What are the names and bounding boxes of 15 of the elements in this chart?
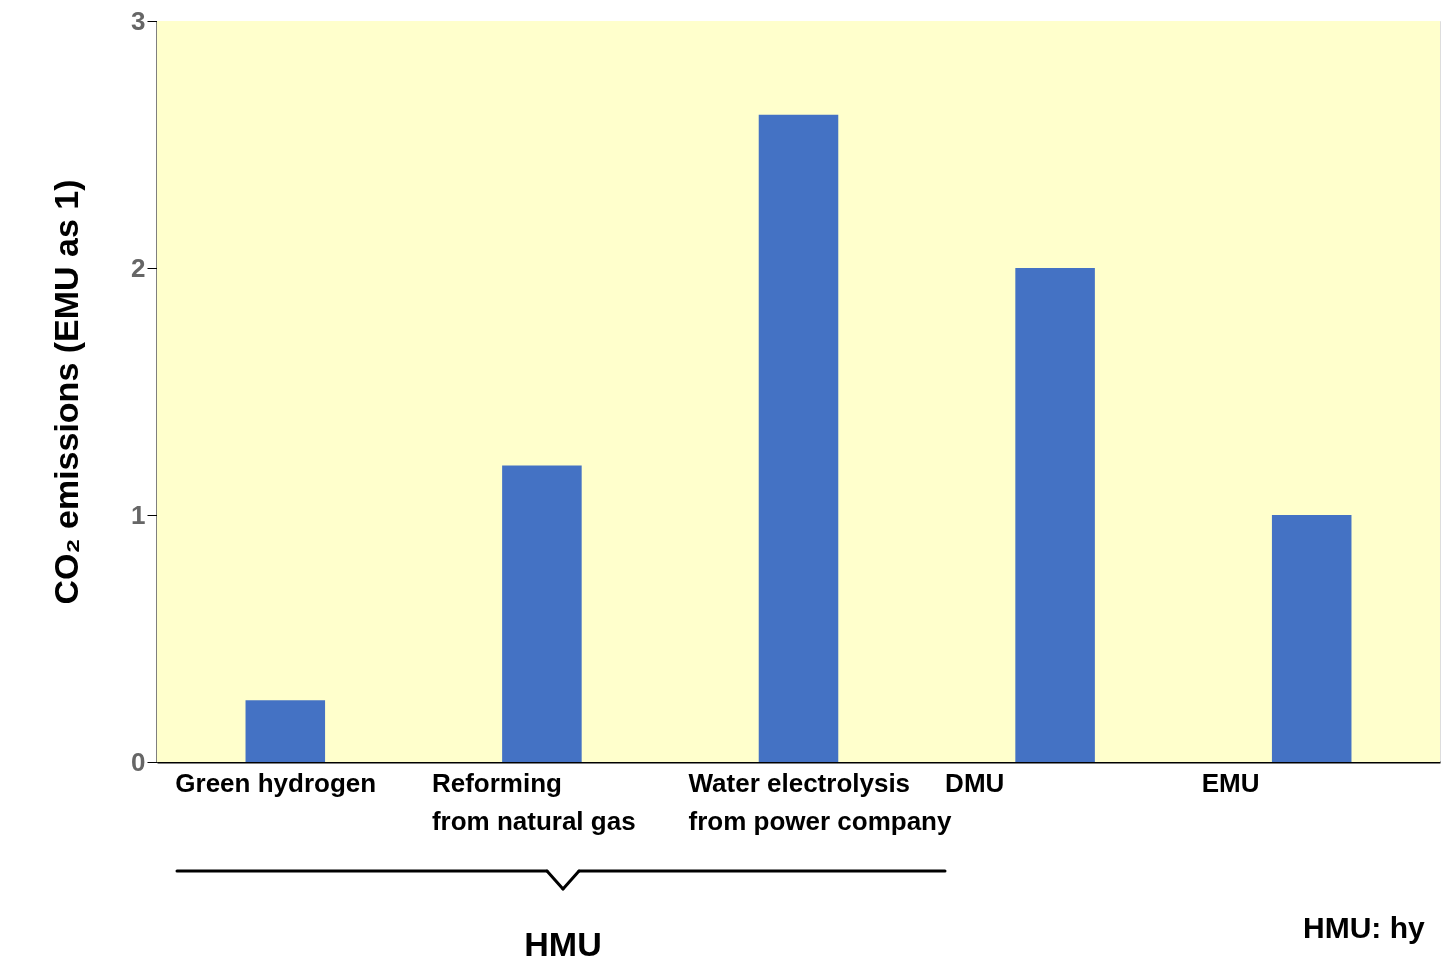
x-tick-label: Green hydrogen xyxy=(175,767,377,798)
x-tick-label: EMU xyxy=(1201,767,1260,798)
bar xyxy=(502,465,582,762)
y-tick-label: 2 xyxy=(131,252,146,283)
bar xyxy=(245,700,326,762)
y-axis-title: CO₂ emissions (EMU as 1) xyxy=(47,179,86,605)
text: HMU xyxy=(524,925,602,963)
bar xyxy=(1015,268,1095,762)
y-tick-label: 0 xyxy=(131,746,146,777)
text: HMU: hy xyxy=(1303,911,1425,944)
y-tick-label: 1 xyxy=(131,499,146,530)
bar xyxy=(758,114,839,762)
x-tick-label: Reforming from natural gas xyxy=(431,767,636,836)
bar xyxy=(1271,515,1352,762)
y-tick-label: 3 xyxy=(131,5,146,36)
